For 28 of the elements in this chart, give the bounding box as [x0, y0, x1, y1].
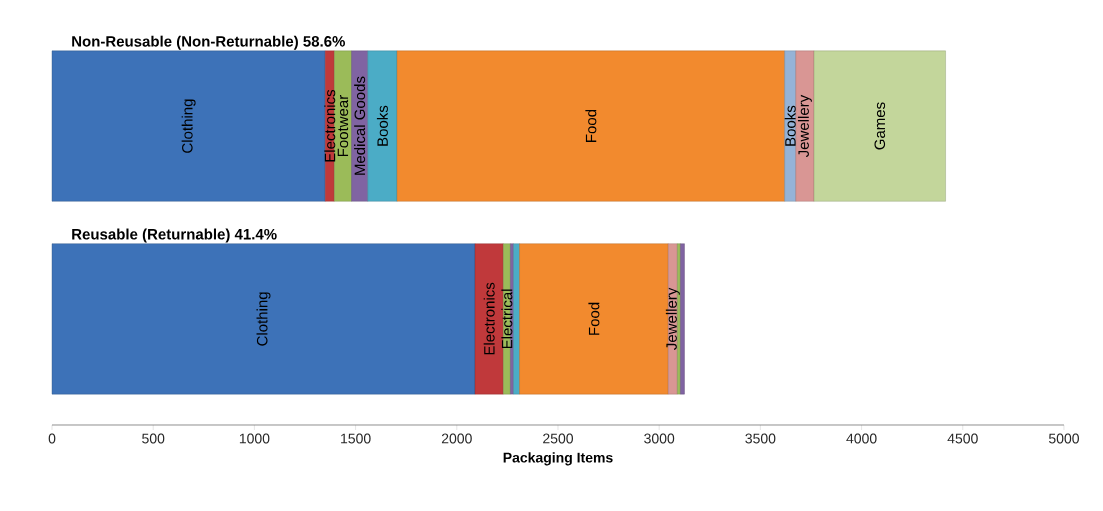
- x-tick-label: 5000: [1048, 433, 1079, 444]
- x-tick-label: 1000: [239, 433, 270, 444]
- series-label: Jewellery: [797, 94, 812, 158]
- series-label: Books: [784, 105, 796, 146]
- x-tick-label: 2500: [543, 433, 574, 444]
- series-label: Electrical: [501, 289, 513, 349]
- x-tick-label: 3000: [644, 433, 675, 444]
- series-label: Food: [585, 109, 597, 142]
- x-tick-label: 2000: [441, 433, 472, 444]
- series-label: Clothing: [181, 99, 196, 153]
- y-tick-label: Non-Reusable (Non-Returnable) 58.6%: [72, 35, 345, 50]
- y-tick-label: Reusable (Returnable) 41.4%: [72, 228, 277, 243]
- x-tick-label: 3500: [745, 433, 776, 444]
- series-label: Games: [874, 102, 886, 150]
- x-tick-label: 4500: [947, 433, 978, 444]
- series-label: Clothing: [256, 292, 271, 346]
- series-label: Books: [376, 105, 388, 146]
- x-tick-label: 4000: [846, 433, 877, 444]
- series-label: Food: [588, 302, 600, 335]
- x-tick-label: 0: [48, 433, 56, 444]
- series-label: Electronics: [483, 282, 495, 355]
- series-label: Medical Goods: [354, 76, 366, 175]
- x-tick-label: 500: [142, 433, 165, 444]
- series-label: Jewellery: [665, 287, 680, 350]
- x-axis-title: Packaging Items: [503, 452, 613, 466]
- x-tick-label: 1500: [341, 433, 371, 444]
- series-label: Electronics: [324, 89, 336, 162]
- series-label: Footwear: [337, 95, 349, 157]
